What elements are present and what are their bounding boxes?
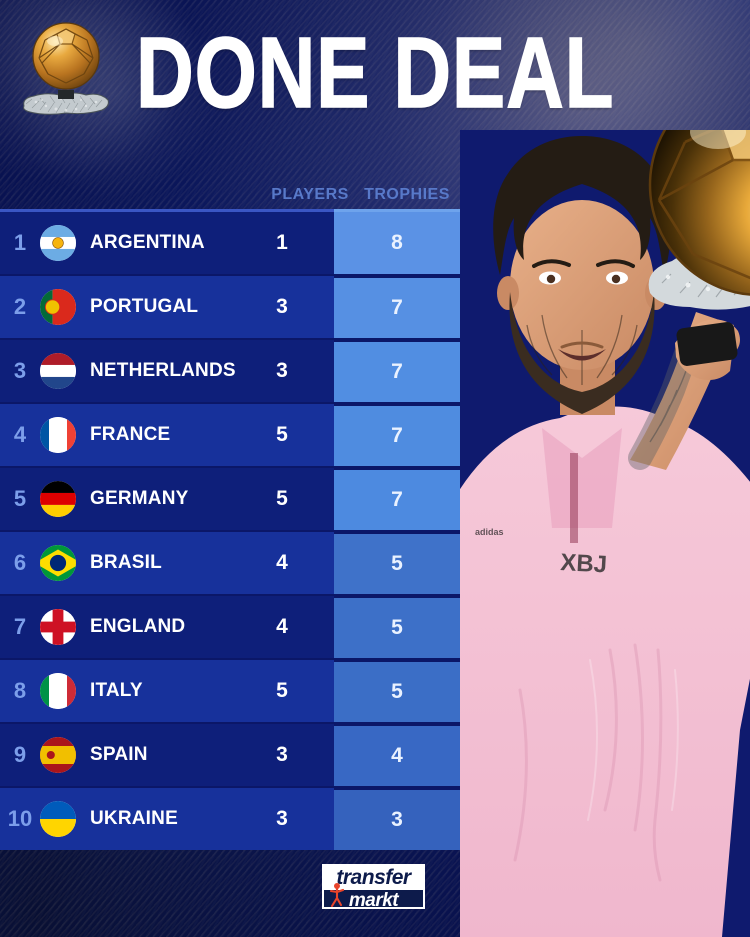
svg-text:XBJ: XBJ xyxy=(560,549,608,578)
svg-text:adidas: adidas xyxy=(475,527,504,537)
